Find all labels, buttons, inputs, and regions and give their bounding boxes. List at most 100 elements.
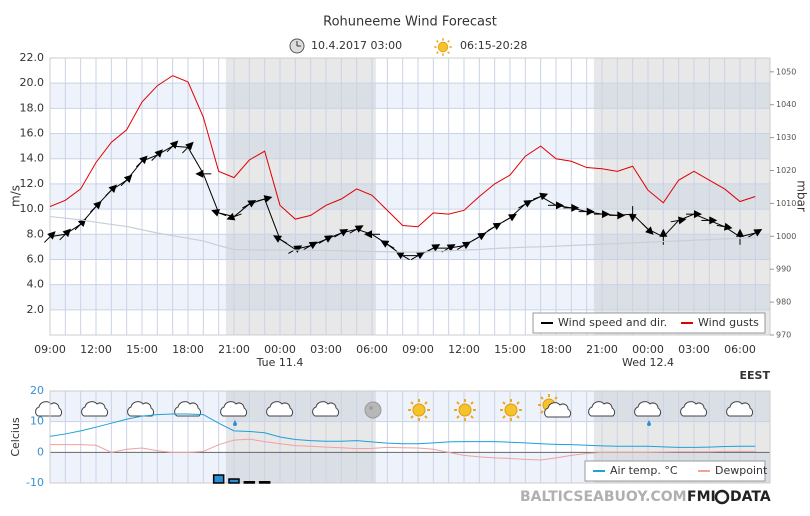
clock-icon — [289, 38, 305, 54]
arrow-head — [226, 212, 236, 221]
wind-arrow — [701, 216, 718, 225]
wind-arrow — [670, 216, 687, 225]
wind-arrow — [748, 229, 763, 238]
y2-tick-label: 1000 — [776, 232, 796, 241]
y-tick-label: 12.0 — [20, 177, 45, 190]
arrow-head — [735, 228, 744, 237]
wind-arrow — [288, 245, 303, 254]
wind-arrow — [609, 211, 626, 220]
issued-time: 10.4.2017 03:00 — [311, 39, 402, 52]
x-tick-label: 06:00 — [724, 343, 756, 356]
wind-arrow — [303, 241, 318, 251]
arrow-head — [555, 201, 564, 210]
x-tick-label: 00:00 — [632, 343, 664, 356]
timezone-label: EEST — [740, 369, 771, 382]
y-tick-label: 20.0 — [20, 76, 45, 89]
logo-left: FMI — [687, 489, 716, 505]
wind-arrow — [716, 222, 733, 231]
precip-bar — [212, 474, 225, 484]
arrow-head — [263, 195, 273, 203]
arrow-head — [354, 225, 364, 233]
y-axis-label: m/s — [9, 185, 23, 207]
y2-tick-label: 980 — [776, 298, 791, 307]
wind-arrow — [628, 206, 637, 223]
arrow-head — [617, 211, 626, 220]
y-tick-label: 18.0 — [20, 101, 45, 114]
wind-arrow — [641, 223, 654, 235]
wind-arrow — [195, 169, 212, 178]
wind-arrow — [472, 232, 487, 242]
wind-arrow — [226, 212, 242, 221]
arrow-head — [539, 192, 549, 201]
y-tick-label: 10.0 — [20, 202, 45, 215]
arrow-head — [293, 245, 303, 253]
logo-circle — [714, 489, 730, 505]
y2-tick-label: 1010 — [776, 199, 796, 208]
arrow-head — [323, 235, 333, 243]
night-shade — [593, 58, 770, 335]
wind-arrow — [395, 251, 410, 261]
y-tick-label: 2.0 — [27, 303, 45, 316]
y-tick-label: 10 — [30, 415, 44, 428]
wind-arrow — [349, 225, 364, 234]
arrow-head — [308, 241, 318, 250]
arrow-head — [753, 229, 763, 237]
legend-label: Air temp. °C — [610, 464, 678, 477]
arrow-head — [693, 210, 702, 219]
arrow-head — [247, 200, 257, 208]
day-label: Wed 12.4 — [622, 356, 674, 369]
sun-times: 06:15-20:28 — [460, 39, 527, 52]
y-tick-label: 8.0 — [27, 227, 45, 240]
wind-arrow — [735, 228, 744, 245]
logo-right: DATA — [730, 489, 771, 505]
wind-arrow — [659, 228, 668, 245]
y-tick-label: 14.0 — [20, 152, 45, 165]
night-shade — [225, 58, 376, 335]
y-tick-label: -10 — [26, 476, 44, 489]
grid-band — [50, 284, 770, 310]
x-tick-label: 06:00 — [356, 343, 388, 356]
series-line — [50, 75, 756, 228]
x-tick-label: 15:00 — [494, 343, 526, 356]
wind-arrow — [318, 235, 333, 244]
y-tick-label: 20 — [30, 384, 44, 397]
arrow-head — [507, 213, 517, 222]
y2-tick-label: 1040 — [776, 100, 796, 109]
wind-arrow — [578, 207, 595, 216]
arrow-head — [461, 241, 471, 250]
wind-arrow — [502, 213, 517, 223]
y2-tick-label: 970 — [776, 331, 791, 340]
x-tick-label: 00:00 — [264, 343, 296, 356]
plot-backgrounds — [49, 57, 770, 484]
legend-box — [532, 312, 766, 334]
arrow-head — [395, 251, 405, 260]
x-tick-label: 12:00 — [448, 343, 480, 356]
arrow-head — [492, 222, 502, 231]
grid-band — [50, 183, 770, 210]
wind-arrow — [487, 222, 502, 232]
y-tick-label: 22.0 — [20, 51, 45, 64]
arrow-head — [723, 222, 733, 231]
x-tick-label: 18:00 — [540, 343, 572, 356]
wind-arrow — [256, 195, 273, 203]
night-shade — [225, 391, 376, 483]
legend-label: Dewpoint — [715, 464, 768, 477]
wind-arrow — [273, 235, 288, 244]
arrow-head — [628, 214, 637, 223]
x-tick-label: 21:00 — [586, 343, 618, 356]
wind-arrow — [334, 229, 349, 238]
sun-icon — [433, 37, 453, 57]
precip-bar — [243, 481, 256, 484]
y2-tick-label: 1050 — [776, 67, 796, 76]
arrow-head — [677, 216, 687, 225]
arrow-head — [380, 240, 390, 248]
y-tick-label: 6.0 — [27, 252, 45, 265]
site-logo: BALTICSEABUOY.COM — [520, 489, 687, 505]
wind-arrow — [563, 203, 580, 212]
legend-box — [584, 460, 766, 482]
arrow-head — [601, 210, 610, 219]
wind-arrow — [593, 210, 610, 219]
arrow-head — [571, 203, 580, 212]
arrow-head — [645, 226, 654, 235]
